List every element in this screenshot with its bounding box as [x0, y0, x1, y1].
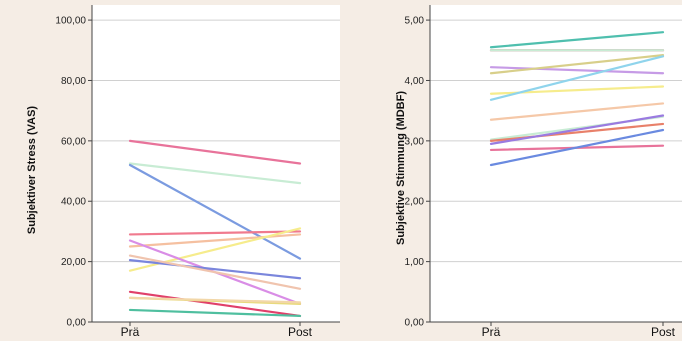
y-tick-label: 60,00 [61, 136, 86, 147]
plot-area [430, 5, 682, 322]
y-tick-label: 100,00 [55, 16, 86, 27]
x-tick-label: Prä [482, 325, 501, 339]
series-line-8 [489, 102, 665, 121]
y-tick-label: 0,00 [67, 318, 87, 329]
series-line-9 [128, 254, 302, 290]
series-line-13 [128, 308, 302, 318]
series-line-2 [128, 162, 302, 185]
y-tick-label: 4,00 [405, 76, 425, 87]
series-line-11 [489, 114, 665, 145]
series-line-8 [128, 259, 302, 280]
series-line-3 [128, 163, 302, 260]
series-line-5 [489, 54, 665, 75]
y-tick-label: 0,00 [405, 318, 425, 329]
chart-left: 0,00 20,00 40,00 60,00 80,00 100,00 Prä Post Sub… [0, 0, 340, 341]
series-line-12 [128, 296, 302, 304]
y-axis-label: Subjektive Stimmung (MDBF) [395, 91, 407, 245]
series-line-4 [489, 66, 665, 75]
x-tick-label: Prä [121, 325, 140, 339]
series-line-1 [128, 139, 302, 165]
series-line-10 [128, 290, 302, 318]
series-line-7 [489, 55, 665, 101]
y-tick-label: 2,00 [405, 197, 425, 208]
y-tick-label: 1,00 [405, 257, 425, 268]
y-axis-label: Subjektiver Stress (VAS) [26, 106, 38, 235]
y-tick-label: 3,00 [405, 136, 425, 147]
series-line-4 [128, 230, 302, 236]
series-line-13 [489, 128, 665, 167]
y-tick-label: 40,00 [61, 197, 86, 208]
mood-chart: 0,00 1,00 2,00 3,00 4,00 5,00 Prä Post Subjektiv… [395, 5, 682, 339]
stress-chart: 0,00 20,00 40,00 60,00 80,00 100,00 Prä Post Sub… [26, 5, 340, 339]
chart-right: 0,00 1,00 2,00 3,00 4,00 5,00 Prä Post Subjektiv… [341, 0, 682, 341]
y-tick-label: 20,00 [61, 257, 86, 268]
series-line-1 [489, 31, 665, 49]
y-tick-label: 80,00 [61, 76, 86, 87]
x-tick-label: Post [651, 325, 676, 339]
x-tick-label: Post [288, 325, 313, 339]
y-tick-label: 5,00 [405, 16, 425, 27]
